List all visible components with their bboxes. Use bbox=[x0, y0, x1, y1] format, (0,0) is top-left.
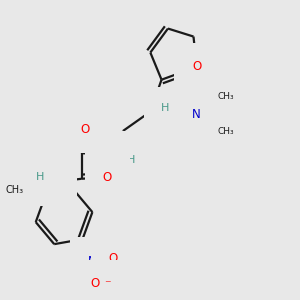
Text: CH₃: CH₃ bbox=[5, 185, 23, 195]
Text: CH₃: CH₃ bbox=[218, 92, 234, 101]
Text: N: N bbox=[50, 176, 59, 188]
Text: CH₃: CH₃ bbox=[218, 127, 234, 136]
Text: ⁻: ⁻ bbox=[104, 278, 111, 291]
Text: O: O bbox=[192, 60, 201, 74]
Text: O: O bbox=[80, 123, 89, 136]
Text: H: H bbox=[127, 154, 135, 165]
Text: N: N bbox=[109, 148, 118, 161]
Text: H: H bbox=[160, 103, 169, 113]
Text: N: N bbox=[192, 108, 201, 121]
Text: H: H bbox=[36, 172, 44, 182]
Text: O: O bbox=[108, 252, 118, 265]
Text: O: O bbox=[103, 171, 112, 184]
Text: O: O bbox=[91, 278, 100, 290]
Text: N: N bbox=[88, 255, 97, 268]
